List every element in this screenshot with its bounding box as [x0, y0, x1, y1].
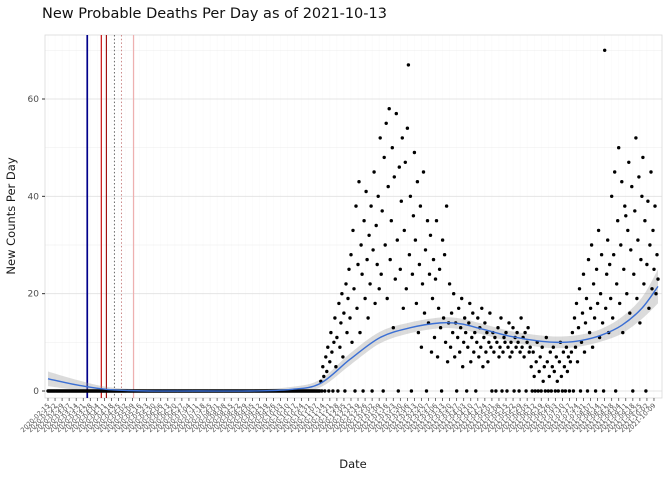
svg-text:20: 20	[28, 290, 40, 300]
axis-ticks	[42, 98, 655, 401]
x-tick-labels: 2020-02-152020-02-222020-02-292020-03-07…	[19, 402, 657, 434]
svg-text:60: 60	[28, 95, 40, 105]
smooth-line	[47, 285, 659, 392]
y-tick-labels: 0 20 40 60	[28, 95, 40, 397]
y-axis-title: New Counts Per Day	[4, 157, 18, 274]
svg-text:40: 40	[28, 192, 40, 202]
svg-text:0: 0	[33, 387, 39, 397]
gridlines	[45, 35, 662, 398]
reference-vlines	[86, 35, 135, 398]
chart-title: New Probable Deaths Per Day as of 2021-1…	[42, 6, 387, 22]
x-axis-title: Date	[339, 457, 367, 471]
panel-border	[44, 34, 663, 399]
